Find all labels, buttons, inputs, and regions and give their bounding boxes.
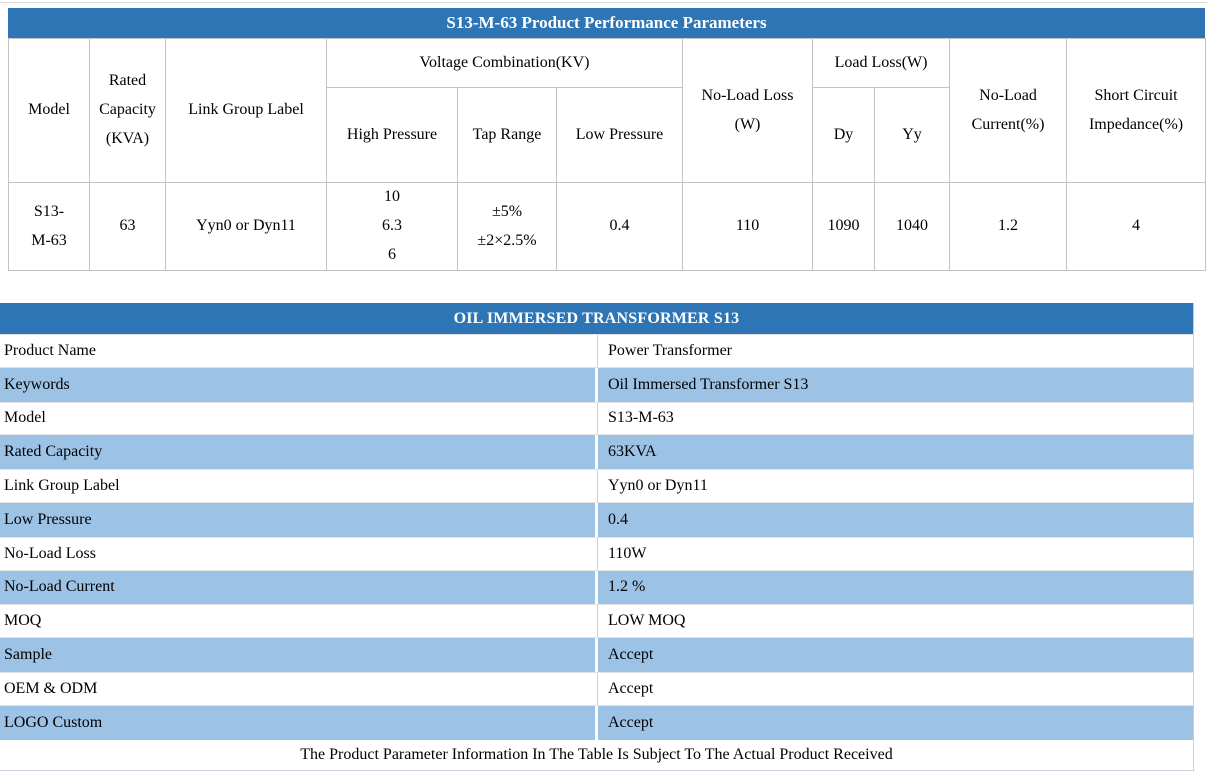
cell-high-pressure: 10 6.3 6 (326, 182, 458, 271)
spec-label: No-Load Loss (0, 537, 598, 570)
tap-range-line: ±2×2.5% (477, 231, 537, 249)
performance-table-title: S13-M-63 Product Performance Parameters (8, 8, 1205, 38)
product-spec-title: OIL IMMERSED TRANSFORMER S13 (0, 303, 1193, 334)
col-header-tap-range: Tap Range (457, 87, 557, 183)
model-value: S13-M-63 (31, 202, 67, 249)
spec-label: Keywords (0, 367, 598, 402)
cell-rated-capacity: 63 (89, 182, 166, 271)
performance-table-grid: Model Rated Capacity (KVA) Link Group La… (8, 38, 1207, 271)
spec-value: Accept (608, 679, 654, 697)
spec-row-sample: Sample Accept (0, 638, 1193, 672)
col-header-yy: Yy (874, 87, 951, 183)
spec-label: MOQ (0, 605, 598, 638)
spec-row-no-load-loss: No-Load Loss 110W (0, 536, 1193, 571)
spec-row-oem-odm: OEM & ODM Accept (0, 671, 1193, 706)
cell-dy: 1090 (812, 182, 876, 271)
cell-low-pressure: 0.4 (555, 182, 684, 271)
spec-value: S13-M-63 (608, 409, 674, 427)
spec-row-rated-capacity: Rated Capacity 63KVA (0, 435, 1193, 470)
cell-short-circuit-impedance: 4 (1066, 182, 1207, 271)
col-header-high-pressure: High Pressure (326, 87, 458, 183)
spec-row-low-pressure: Low Pressure 0.4 (0, 502, 1193, 537)
col-header-rated-capacity: Rated Capacity (KVA) (89, 38, 166, 183)
col-header-load-loss: Load Loss(W) (812, 38, 951, 88)
high-pressure-line: 6.3 (382, 217, 402, 235)
spec-table-footer-note: The Product Parameter Information In The… (0, 739, 1193, 771)
spec-label: Model (0, 402, 598, 435)
spec-label: Link Group Label (0, 470, 598, 502)
cell-no-load-loss: 110 (682, 182, 814, 271)
spec-label: LOGO Custom (0, 705, 598, 740)
spec-row-moq: MOQ LOW MOQ (0, 604, 1193, 639)
col-header-short-circuit-impedance: Short Circuit Impedance(%) (1066, 38, 1207, 183)
spec-label: Sample (0, 638, 598, 672)
page-top-divider (0, 2, 1207, 3)
spec-value: Oil Immersed Transformer S13 (608, 375, 809, 393)
col-header-link-group-label: Link Group Label (165, 38, 327, 183)
header-row-groups: Model Rated Capacity (KVA) Link Group La… (8, 38, 1207, 183)
spec-row-product-name: Product Name Power Transformer (0, 334, 1193, 368)
col-header-model: Model (8, 38, 90, 183)
spec-row-keywords: Keywords Oil Immersed Transformer S13 (0, 367, 1193, 402)
spec-row-link-group-label: Link Group Label Yyn0 or Dyn11 (0, 469, 1193, 503)
table-row: S13-M-63 63 Yyn0 or Dyn11 10 6.3 6 ±5% ±… (8, 182, 1207, 271)
spec-value: 110W (608, 544, 647, 562)
cell-model: S13-M-63 (8, 182, 90, 271)
col-header-no-load-current: No-Load Current(%) (949, 38, 1068, 183)
spec-row-model: Model S13-M-63 (0, 401, 1193, 436)
spec-value: Accept (608, 713, 654, 731)
high-pressure-line: 10 (384, 188, 400, 206)
performance-parameters-table: S13-M-63 Product Performance Parameters … (8, 8, 1207, 271)
spec-row-no-load-current: No-Load Current 1.2 % (0, 570, 1193, 605)
spec-label: Rated Capacity (0, 435, 598, 470)
header-row-subcolumns: High Pressure Tap Range Low Pressure Dy … (9, 87, 1206, 183)
spec-value: LOW MOQ (608, 612, 686, 630)
product-spec-table: OIL IMMERSED TRANSFORMER S13 Product Nam… (0, 303, 1194, 771)
high-pressure-line: 6 (388, 245, 396, 263)
col-header-voltage-combination: Voltage Combination(KV) (325, 38, 684, 88)
col-header-low-pressure: Low Pressure (555, 87, 684, 183)
spec-value: Power Transformer (608, 341, 732, 359)
spec-label: Product Name (0, 335, 598, 367)
spec-label: Low Pressure (0, 502, 598, 537)
spec-value: 0.4 (608, 510, 628, 528)
cell-yy: 1040 (874, 182, 951, 271)
tap-range-line: ±5% (491, 202, 523, 220)
cell-link-group-label: Yyn0 or Dyn11 (165, 182, 327, 271)
spec-value: 63KVA (608, 443, 657, 461)
spec-label: OEM & ODM (0, 672, 598, 705)
spec-label: No-Load Current (0, 570, 598, 605)
col-header-dy: Dy (812, 87, 876, 183)
spec-value: Accept (608, 646, 654, 664)
cell-no-load-current: 1.2 (949, 182, 1068, 271)
rated-capacity-label: Rated Capacity (KVA) (99, 72, 156, 147)
spec-value: Yyn0 or Dyn11 (608, 477, 708, 495)
cell-tap-range: ±5% ±2×2.5% (457, 182, 557, 271)
spec-row-logo-custom: LOGO Custom Accept (0, 705, 1193, 740)
spec-value: 1.2 % (608, 578, 646, 596)
col-header-no-load-loss: No-Load Loss (W) (682, 38, 814, 183)
